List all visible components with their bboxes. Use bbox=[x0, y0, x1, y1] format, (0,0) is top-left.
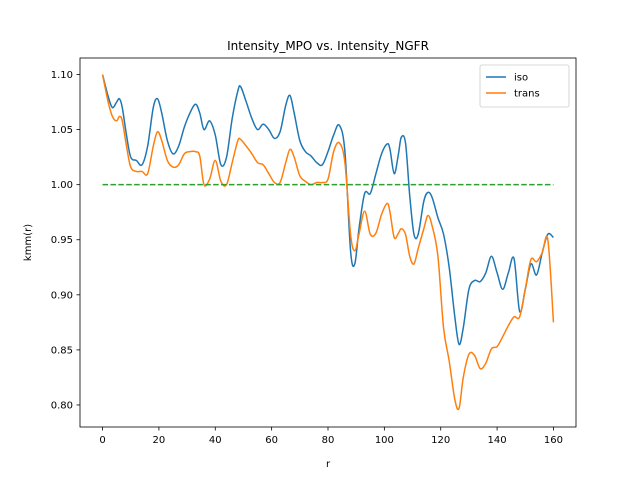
x-tick-label: 40 bbox=[209, 435, 222, 446]
legend-label-trans: trans bbox=[514, 89, 540, 100]
y-axis-label: kmm(r) bbox=[23, 224, 34, 261]
y-tick-label: 1.10 bbox=[51, 70, 73, 81]
y-tick-label: 0.85 bbox=[51, 345, 73, 356]
y-tick-label: 0.90 bbox=[51, 290, 73, 301]
chart-title: Intensity_MPO vs. Intensity_NGFR bbox=[227, 39, 429, 53]
y-tick-label: 0.95 bbox=[51, 235, 73, 246]
legend: iso trans bbox=[479, 64, 570, 108]
legend-label-iso: iso bbox=[514, 73, 528, 84]
x-tick-label: 80 bbox=[322, 435, 335, 446]
series-line-trans bbox=[101, 74, 555, 411]
plot-area bbox=[80, 58, 576, 427]
y-axis-ticks: 0.80 0.85 0.90 0.95 1.00 1.05 1.10 bbox=[51, 70, 80, 411]
x-tick-label: 20 bbox=[153, 435, 166, 446]
legend-box bbox=[479, 64, 570, 108]
x-tick-label: 100 bbox=[375, 435, 394, 446]
series-line-iso bbox=[101, 74, 554, 346]
x-tick-label: 0 bbox=[99, 435, 105, 446]
y-tick-label: 1.00 bbox=[51, 180, 73, 191]
y-tick-label: 1.05 bbox=[51, 125, 73, 136]
y-tick-label: 0.80 bbox=[51, 400, 73, 411]
x-tick-label: 60 bbox=[265, 435, 278, 446]
series-layer bbox=[101, 74, 555, 411]
x-tick-label: 140 bbox=[488, 435, 507, 446]
x-axis-ticks: 0 20 40 60 80 100 120 140 160 bbox=[99, 427, 563, 446]
x-tick-label: 120 bbox=[431, 435, 450, 446]
x-tick-label: 160 bbox=[544, 435, 563, 446]
x-axis-label: r bbox=[326, 459, 331, 470]
